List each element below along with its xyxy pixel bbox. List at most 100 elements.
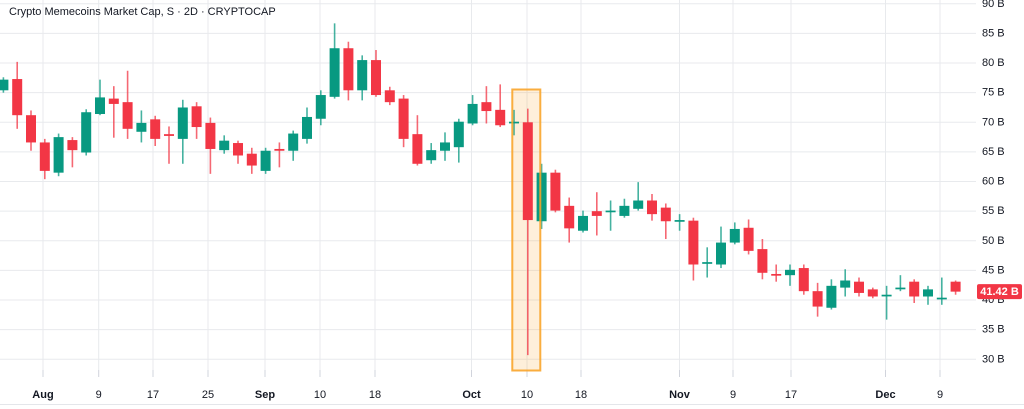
candle-up bbox=[426, 143, 437, 164]
candle-down bbox=[950, 280, 961, 295]
candle-body bbox=[895, 287, 906, 290]
time-axis-day-label: 18 bbox=[369, 389, 381, 401]
price-axis[interactable]: 90 B 85 B 80 B 75 B 70 B 65 B 60 B 55 B 50 B 45 B… bbox=[982, 0, 1005, 365]
candle-down bbox=[343, 41, 354, 101]
candle-down bbox=[108, 86, 119, 138]
candle-down bbox=[150, 115, 161, 146]
price-axis-label: 35 B bbox=[982, 324, 1005, 336]
candle-body bbox=[633, 200, 644, 209]
candle-down bbox=[246, 147, 257, 174]
time-axis-day-label: 9 bbox=[96, 389, 102, 401]
time-axis-month-label: Dec bbox=[875, 389, 895, 401]
last-price-badge[interactable]: 41.42 B bbox=[977, 284, 1022, 300]
candle-body bbox=[95, 97, 105, 115]
candle-up bbox=[840, 269, 851, 297]
candle-body bbox=[53, 137, 64, 173]
candle-body bbox=[578, 215, 588, 231]
time-axis-day-label: 10 bbox=[314, 389, 326, 401]
candle-body bbox=[26, 115, 36, 143]
candle-body bbox=[177, 107, 188, 139]
candle-body bbox=[12, 79, 23, 116]
candle-down bbox=[205, 117, 216, 174]
time-axis-day-label: 10 bbox=[521, 389, 533, 401]
candle-up bbox=[936, 277, 947, 305]
candle-up bbox=[177, 99, 188, 164]
candle-down bbox=[909, 279, 920, 304]
candle-down bbox=[233, 140, 243, 164]
time-axis-day-label: 17 bbox=[147, 389, 159, 401]
candle-body bbox=[550, 172, 561, 211]
candle-body bbox=[729, 228, 740, 243]
chart-legend[interactable]: Crypto Memecoins Market Cap, S · 2D · CR… bbox=[9, 6, 276, 18]
candle-body bbox=[660, 207, 671, 222]
time-axis-day-label: 25 bbox=[202, 389, 214, 401]
candle-up bbox=[895, 275, 906, 292]
candle-body bbox=[302, 116, 312, 139]
price-axis-label: 50 B bbox=[982, 235, 1005, 247]
price-axis-label: 80 B bbox=[982, 57, 1005, 69]
price-axis-label: 75 B bbox=[982, 87, 1005, 99]
candle-body bbox=[481, 102, 492, 112]
candle-body bbox=[288, 133, 299, 151]
time-axis-day-label: 9 bbox=[937, 389, 943, 401]
price-axis-label: 85 B bbox=[982, 27, 1005, 39]
candle-body bbox=[67, 140, 78, 151]
candle-up bbox=[881, 285, 892, 320]
candle-down bbox=[743, 219, 754, 255]
candle-body bbox=[398, 98, 409, 139]
candle-body bbox=[936, 297, 947, 300]
candle-body bbox=[716, 242, 726, 265]
candle-body bbox=[343, 48, 354, 91]
candle-body bbox=[923, 289, 933, 297]
candle-up bbox=[605, 200, 616, 231]
candle-body bbox=[81, 112, 92, 153]
candle-body bbox=[798, 268, 809, 292]
candle-down bbox=[550, 169, 561, 213]
candle-down bbox=[495, 84, 506, 128]
candle-up bbox=[302, 107, 312, 144]
candle-up bbox=[260, 147, 271, 174]
candle-down bbox=[12, 61, 23, 129]
candle-body bbox=[881, 294, 892, 297]
candle-up bbox=[826, 279, 837, 310]
candle-down bbox=[854, 277, 864, 297]
candle-body bbox=[191, 106, 202, 128]
candle-body bbox=[840, 280, 851, 288]
candle-up bbox=[288, 130, 299, 161]
candle-body bbox=[371, 60, 381, 96]
candle-body bbox=[260, 150, 271, 171]
chart-title[interactable]: Crypto Memecoins Market Cap, S · 2D · CR… bbox=[9, 6, 276, 18]
candle-down bbox=[867, 287, 878, 299]
last-price-badge-bg[interactable] bbox=[977, 284, 1022, 300]
time-axis-day-label: 18 bbox=[575, 389, 587, 401]
candle-body bbox=[219, 140, 230, 151]
candle-body bbox=[164, 134, 174, 136]
time-axis[interactable]: Aug 9 17 25 Sep 10 18 Oct 10 18 Nov 9 17 Dec 9 bbox=[32, 389, 943, 401]
candle-body bbox=[605, 210, 616, 213]
candle-body bbox=[150, 119, 161, 139]
highlight-box-border[interactable] bbox=[511, 88, 542, 372]
candle-up bbox=[619, 198, 630, 218]
candle-body bbox=[136, 122, 147, 132]
candle-body bbox=[509, 121, 519, 124]
candle-down bbox=[688, 217, 699, 281]
price-axis-label: 30 B bbox=[982, 353, 1005, 365]
candle-body bbox=[205, 122, 216, 149]
candle-down bbox=[384, 86, 395, 106]
price-axis-label: 90 B bbox=[982, 0, 1005, 10]
candle-up bbox=[440, 132, 450, 161]
candle-down bbox=[39, 138, 50, 180]
candle-body bbox=[909, 281, 920, 297]
candle-body bbox=[122, 102, 133, 129]
candle-up bbox=[923, 285, 933, 305]
candle-up bbox=[785, 264, 795, 286]
candle-up bbox=[467, 95, 478, 126]
candle-up bbox=[453, 118, 464, 163]
candle-down bbox=[812, 282, 823, 317]
candle-body bbox=[39, 142, 50, 171]
candle-up bbox=[219, 135, 230, 154]
candle-body bbox=[0, 79, 9, 91]
candle-body bbox=[785, 269, 795, 276]
